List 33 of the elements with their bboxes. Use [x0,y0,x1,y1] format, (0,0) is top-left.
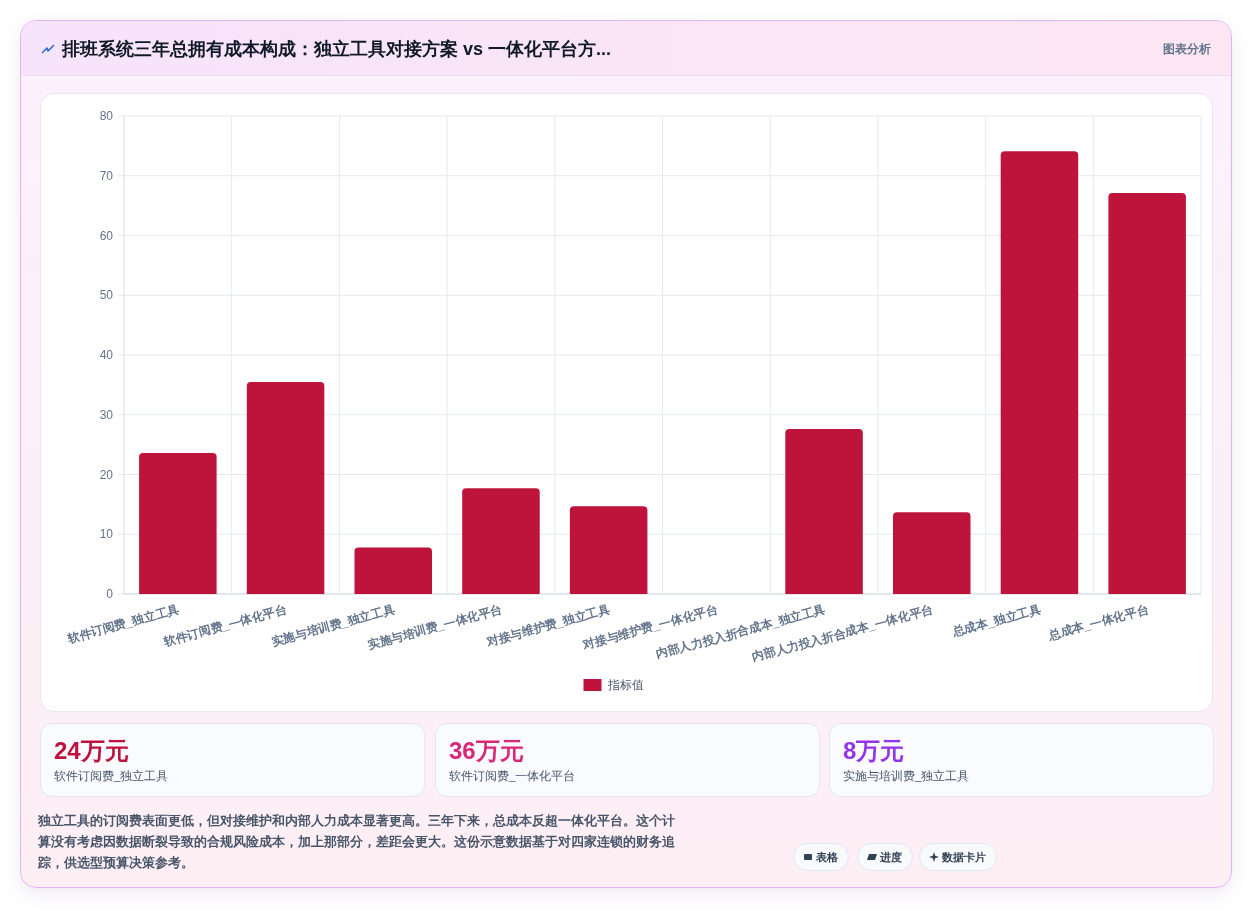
text: 36万元 [449,736,524,766]
text: 图表分析 [1163,41,1211,58]
text: 实施与培训费_独立工具 [843,769,970,784]
text: 软件订阅费_独立工具 [54,769,169,784]
y-tick-label: 30 [99,407,114,422]
bar [1108,193,1186,594]
y-tick-label: 80 [99,109,114,123]
bar [246,381,325,594]
text: 8万元 [843,736,905,766]
y-tick-label: 40 [99,348,114,362]
bar [139,452,217,594]
x-tick-label: 总成本_独立工具 [950,602,1043,640]
bar [892,512,971,594]
y-tick-label: 0 [106,587,114,601]
y-tick-label: 10 [99,527,114,542]
bar [785,429,863,594]
text: 表格 [816,851,838,863]
y-tick-label: 50 [99,288,114,303]
legend-label: 指标值 [606,678,644,692]
text: 24万元 [54,736,129,766]
bar [462,488,540,594]
chart-title: 排班系统三年总拥有成本构成：独立工具对接方案 vs 一体化平台方... [62,38,612,61]
y-tick-label: 70 [99,168,114,183]
bar [569,506,648,594]
x-tick-label: 总成本_一体化平台 [1046,602,1150,643]
y-tick-label: 60 [99,228,114,243]
text: 独立工具的订阅费表面更低，但对接维护和内部人力成本显著更高。三年下来，总成本反超一体化平台。这个计算没有考虑因数据断裂导致的合规风险成本，加上那部分，差距会更大。这份示意数据基于对四家连锁的财务追踪，供选型预算决策参考。 [38,812,676,872]
text: 进度 [880,851,902,863]
y-tick-label: 20 [99,467,114,482]
text: 软件订阅费_一体化平台 [449,769,576,784]
text: 数据卡片 [942,851,986,863]
bar [1000,151,1079,594]
bar [354,547,433,594]
